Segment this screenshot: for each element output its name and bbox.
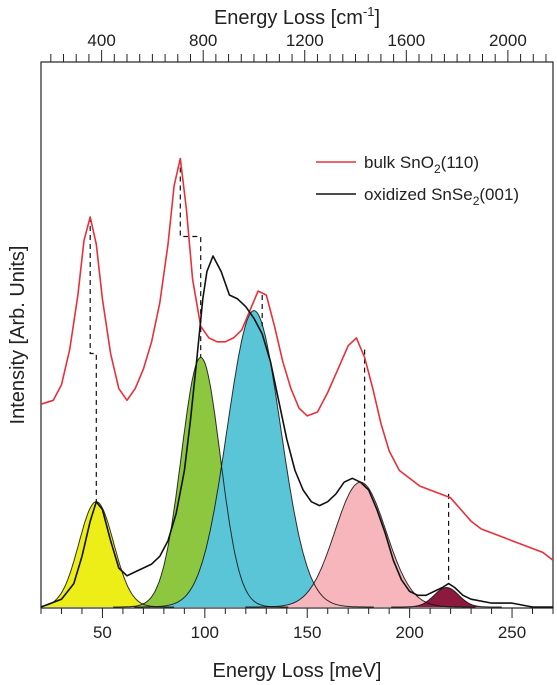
bottom-tick-label: 150 [293, 623, 321, 642]
fitted-peak-fill-3 [134, 310, 374, 607]
top-tick-label: 400 [87, 31, 115, 50]
fitted-peak-fill-2 [113, 357, 289, 607]
top-title-main: Energy Loss [cm [214, 7, 363, 29]
correlation-line-1 [89, 217, 97, 502]
x-axis-title-top: Energy Loss [cm-1] [214, 4, 380, 29]
legend-bulk-prefix: bulk SnO [364, 153, 434, 172]
axis-ticks: 50 100 150 200 250 400 800 1200 1600 2000 [40, 31, 554, 642]
top-title-end: ] [374, 7, 380, 29]
fitted-peak-fills [41, 310, 502, 607]
legend-bulk-suffix: (110) [441, 153, 479, 172]
legend-oxidized-suffix: (001) [479, 185, 519, 204]
peak-correlation-lines [89, 158, 450, 584]
legend-bulk-sub: 2 [434, 162, 441, 176]
legend-oxidized-prefix: oxidized SnSe [364, 185, 473, 204]
x-axis-title-bottom: Energy Loss [meV] [213, 660, 382, 682]
legend-label-oxidized: oxidized SnSe2(001) [364, 185, 519, 208]
legend-label-bulk: bulk SnO2(110) [364, 153, 479, 176]
top-title-sup: -1 [363, 4, 375, 19]
series-line-oxidized [40, 255, 553, 608]
bottom-tick-label: 200 [395, 623, 423, 642]
top-tick-label: 2000 [489, 31, 527, 50]
bottom-tick-label: 250 [498, 623, 526, 642]
bottom-tick-label: 50 [93, 623, 112, 642]
series-line-bulk [40, 157, 554, 561]
spectrum-series [40, 157, 554, 608]
fitted-peak-fill-4 [245, 482, 476, 607]
top-tick-label: 1200 [286, 31, 324, 50]
fitted-peak-fill-5 [391, 587, 502, 607]
fitted-peak-outline-3 [134, 310, 374, 608]
legend: bulk SnO2(110) oxidized SnSe2(001) [316, 153, 519, 208]
fitted-peak-outline-2 [113, 357, 289, 608]
fitted-peak-outline-5 [391, 586, 502, 608]
top-tick-label: 800 [189, 31, 217, 50]
plot-frame [40, 61, 554, 609]
correlation-line-2 [179, 158, 202, 358]
y-axis-title: Intensity [Arb. Units] [7, 246, 29, 425]
top-tick-label: 1600 [387, 31, 425, 50]
bottom-tick-label: 100 [191, 623, 219, 642]
legend-oxidized-sub: 2 [473, 194, 480, 208]
